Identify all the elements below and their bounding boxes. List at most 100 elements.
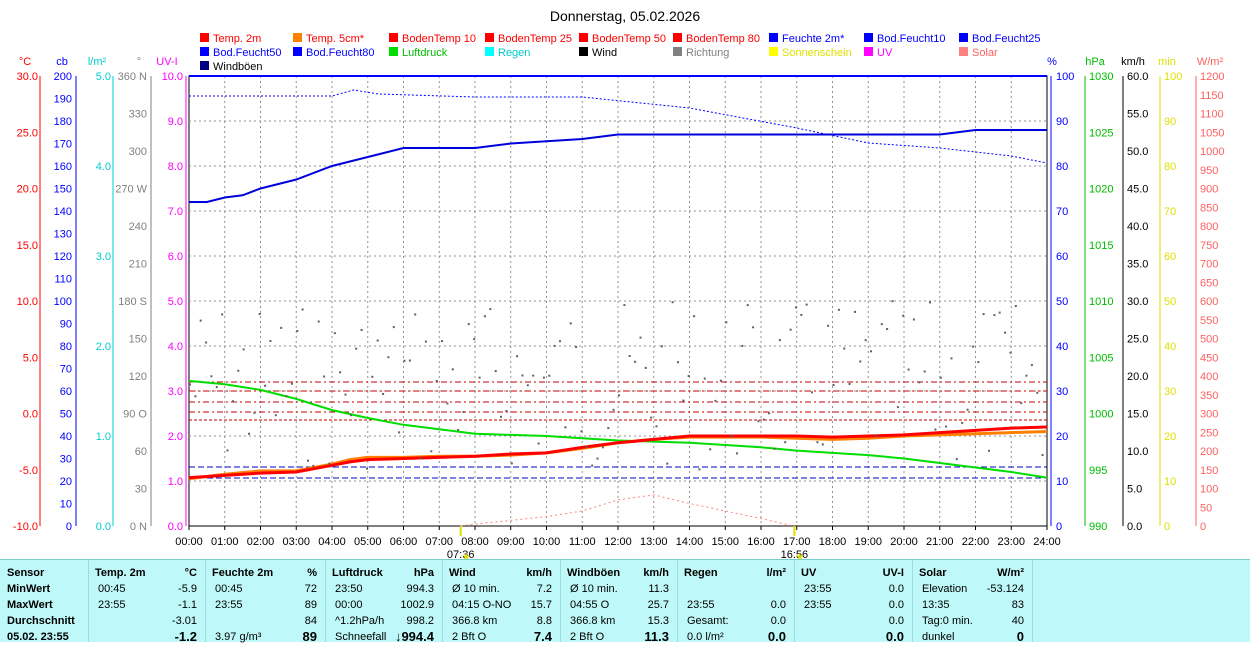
summary-time: 23:55 <box>98 599 126 611</box>
cb-axis-tick: 70 <box>60 364 72 376</box>
uv-axis-tick: 5.0 <box>168 296 183 308</box>
summary-value: 1002.9 <box>400 599 434 611</box>
summary-value: 40 <box>1011 615 1024 627</box>
summary-value: 994.3 <box>406 583 434 595</box>
direction-dot <box>199 319 202 322</box>
x-tick-label: 24:00 <box>1033 536 1061 548</box>
direction-dot <box>671 301 674 304</box>
direction-dot <box>993 314 996 317</box>
temp-axis-tick: 25.0 <box>17 127 38 139</box>
temp-axis-tick: 20.0 <box>17 184 38 196</box>
solar-axis-tick: 500 <box>1200 334 1218 346</box>
humidity-axis-tick: 60 <box>1056 251 1068 263</box>
solar-axis-tick: 900 <box>1200 184 1218 196</box>
direction-axis-tick: 90 O <box>123 409 147 421</box>
summary-unit: W/m² <box>997 567 1024 579</box>
summary-header: Temp. 2m <box>95 567 146 579</box>
summary-time: 00:45 <box>215 583 243 595</box>
uv-axis-tick: 2.0 <box>168 431 183 443</box>
direction-dot <box>843 347 846 350</box>
direction-dot <box>811 391 813 394</box>
direction-dot <box>349 414 352 417</box>
summary-time: 00:45 <box>98 583 126 595</box>
solar-axis-tick: 600 <box>1200 296 1218 308</box>
solar-axis-tick: 200 <box>1200 446 1218 458</box>
wind-axis-tick: 15.0 <box>1127 409 1148 421</box>
direction-dot <box>854 310 856 313</box>
x-tick-label: 16:00 <box>747 536 775 548</box>
direction-dot <box>248 432 250 435</box>
uv-axis-tick: 1.0 <box>168 476 183 488</box>
direction-dot <box>296 330 299 332</box>
direction-dot <box>618 394 620 397</box>
legend-swatch <box>293 33 302 42</box>
direction-dot <box>709 448 712 451</box>
summary-value: 7.2 <box>536 583 552 595</box>
solar-axis-tick: 550 <box>1200 315 1218 327</box>
rain-axis-tick: 3.0 <box>96 251 111 263</box>
summary-label: 05.02. 23:55 <box>7 631 69 643</box>
direction-dot <box>414 313 417 316</box>
direction-dot <box>274 414 277 417</box>
direction-dot <box>237 369 240 372</box>
sunshine-axis-tick: 30 <box>1164 386 1176 398</box>
summary-unit: l/m² <box>766 567 786 579</box>
uv-axis-tick: 0.0 <box>168 521 183 533</box>
direction-dot <box>537 442 540 445</box>
direction-dot <box>194 395 197 398</box>
temp-axis-tick: -10.0 <box>13 521 38 533</box>
direction-dot <box>290 382 293 385</box>
direction-dot <box>880 323 883 326</box>
uv-axis-tick: 8.0 <box>168 161 183 173</box>
direction-dot <box>628 355 631 357</box>
x-tick-label: 04:00 <box>318 536 346 548</box>
direction-dot <box>564 426 567 429</box>
direction-dot <box>886 328 889 330</box>
direction-axis-tick: 120 <box>129 371 147 383</box>
legend-item: UV <box>877 47 893 59</box>
summary-col-solar: Solar W/m² Elevation -53.124 13:35 83 Tag:0 mi… <box>912 560 1033 644</box>
cb-axis-tick: 160 <box>54 161 72 173</box>
chart-title: Donnerstag, 05.02.2026 <box>550 8 700 24</box>
x-tick-label: 00:00 <box>175 536 203 548</box>
legend: Temp. 2m Temp. 5cm* BodenTemp 10 BodenTemp … <box>200 33 1041 73</box>
direction-dot <box>553 344 556 347</box>
direction-dot <box>462 411 465 413</box>
unit-label: km/h <box>1121 56 1145 68</box>
wind-axis-tick: 10.0 <box>1127 446 1148 458</box>
solar-axis-tick: 1050 <box>1200 127 1224 139</box>
legend-item: Temp. 5cm* <box>306 33 365 45</box>
legend-item: BodenTemp 50 <box>592 33 666 45</box>
uv-axis-tick: 9.0 <box>168 116 183 128</box>
direction-dot <box>516 355 519 358</box>
direction-dot <box>655 425 658 428</box>
summary-value: -5.9 <box>178 583 197 595</box>
summary-value: 25.7 <box>647 599 669 611</box>
sunshine-axis-tick: 90 <box>1164 116 1176 128</box>
pressure-axis-tick: 1025 <box>1089 127 1113 139</box>
summary-header: Windböen <box>567 567 621 579</box>
direction-dot <box>1020 402 1023 405</box>
direction-dot <box>773 447 776 450</box>
sunrise-label: 07:36 <box>447 549 475 560</box>
series-solar <box>460 494 794 527</box>
direction-dot <box>483 315 486 318</box>
legend-item: Wind <box>592 47 617 59</box>
legend-item: Feuchte 2m* <box>782 33 845 45</box>
legend-item: Windböen <box>213 61 263 73</box>
summary-header: Feuchte 2m <box>212 567 274 579</box>
direction-dot <box>644 366 647 369</box>
direction-dot <box>441 340 443 343</box>
legend-swatch <box>200 47 209 56</box>
direction-dot <box>585 445 588 448</box>
humidity-axis-tick: 50 <box>1056 296 1068 308</box>
pressure-axis-tick: 1000 <box>1089 409 1113 421</box>
sunshine-axis-tick: 20 <box>1164 431 1176 443</box>
summary-value: 0 <box>1016 629 1024 644</box>
rain-axis-tick: 2.0 <box>96 341 111 353</box>
humidity-axis-tick: 90 <box>1056 116 1068 128</box>
direction-dot <box>591 464 594 467</box>
legend-swatch <box>864 33 873 42</box>
summary-time: 13:35 <box>922 599 950 611</box>
summary-value: -1.1 <box>178 599 197 611</box>
